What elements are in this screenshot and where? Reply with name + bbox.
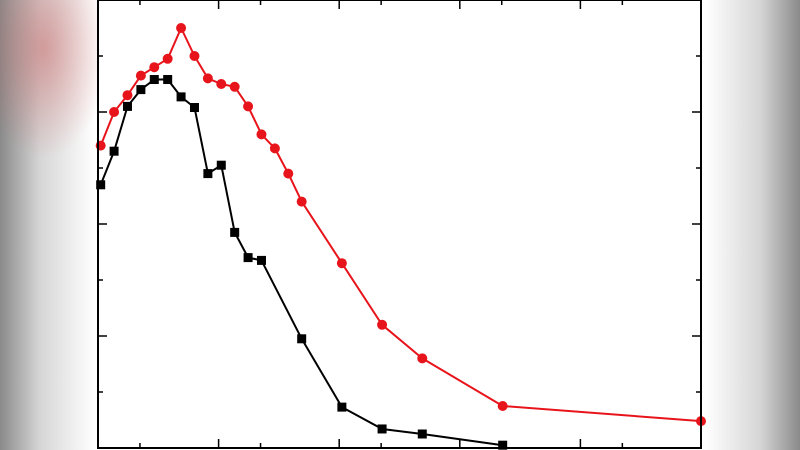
data-point-circle <box>122 90 133 101</box>
data-point-square <box>377 424 387 434</box>
data-point-circle <box>149 62 160 73</box>
data-point-circle <box>336 258 347 269</box>
data-point-square <box>203 169 213 179</box>
data-point-circle <box>296 196 307 207</box>
data-point-square <box>109 146 119 156</box>
data-point-square <box>230 227 240 237</box>
data-point-square <box>189 103 199 113</box>
data-point-square <box>498 440 508 450</box>
series-layer <box>95 23 706 450</box>
background-blur <box>0 0 110 160</box>
data-point-square <box>243 253 253 263</box>
data-point-circle <box>283 168 294 179</box>
data-point-circle <box>229 81 240 92</box>
plot-area <box>98 0 701 448</box>
data-point-square <box>297 334 307 344</box>
data-point-square <box>256 255 266 265</box>
data-point-circle <box>135 70 146 81</box>
data-point-circle <box>377 319 388 330</box>
data-point-circle <box>189 51 200 61</box>
data-point-circle <box>417 353 428 364</box>
data-point-square <box>136 85 146 95</box>
data-point-square <box>96 180 106 190</box>
data-point-square <box>176 92 186 102</box>
data-point-square <box>163 75 173 85</box>
data-point-square <box>417 429 427 439</box>
data-point-square <box>122 101 132 111</box>
data-point-circle <box>162 53 173 64</box>
data-point-circle <box>497 401 508 411</box>
data-point-square <box>149 75 159 85</box>
data-point-circle <box>243 101 254 112</box>
data-point-circle <box>256 129 267 140</box>
data-point-circle <box>216 79 227 89</box>
data-point-circle <box>202 73 213 84</box>
data-point-square <box>216 160 226 170</box>
axis-ticks <box>97 0 702 448</box>
data-point-square <box>337 402 347 412</box>
data-point-circle <box>109 107 120 117</box>
plot-border <box>97 0 702 449</box>
data-point-circle <box>269 143 280 154</box>
data-point-circle <box>176 23 187 33</box>
